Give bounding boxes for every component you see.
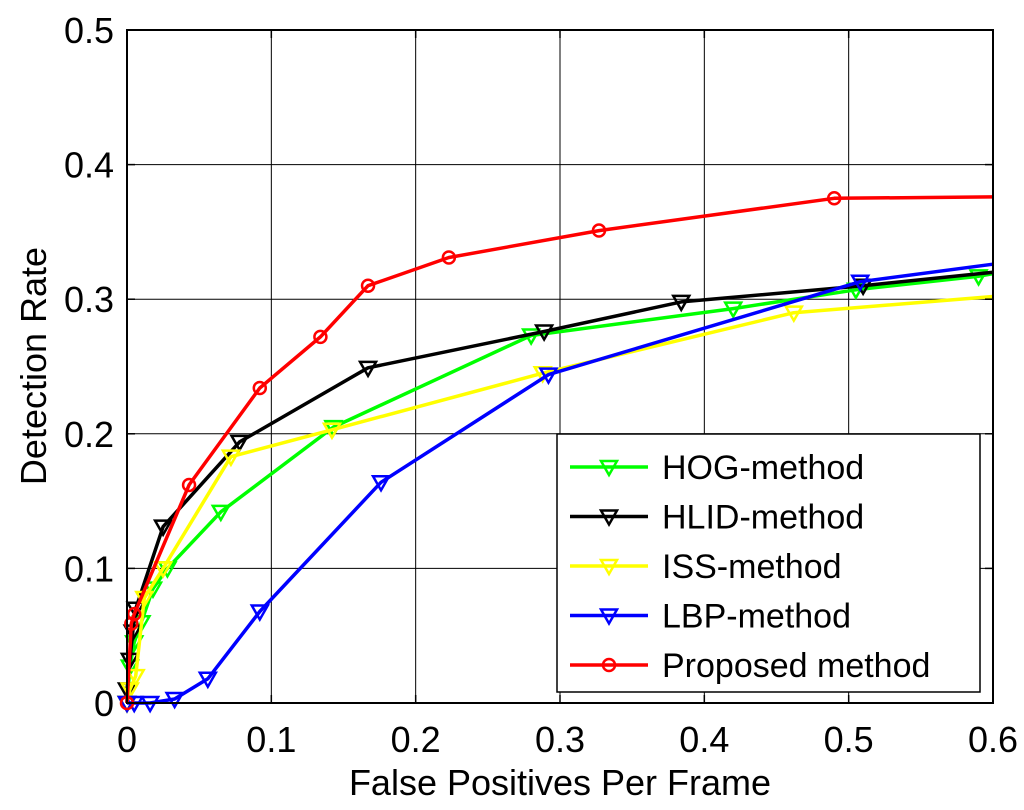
- x-tick-label: 0.4: [679, 719, 729, 760]
- data-point: [124, 616, 139, 631]
- legend-label: LBP-method: [662, 598, 851, 636]
- y-axis-label: Detection Rate: [13, 247, 54, 485]
- legend-marker: [598, 509, 620, 528]
- legend: HOG-method HLID-method ISS-method LBP-metho…: [556, 433, 981, 693]
- series-proposed-method: [119, 191, 994, 711]
- x-tick-label: 0.5: [824, 719, 874, 760]
- x-tick-label: 0.2: [391, 719, 441, 760]
- data-point: [229, 434, 250, 453]
- data-point: [321, 422, 343, 441]
- data-point: [441, 250, 457, 265]
- data-point: [119, 682, 141, 701]
- legend-label: HOG-method: [662, 449, 864, 487]
- legend-label: ISS-method: [662, 548, 842, 586]
- data-point: [671, 294, 692, 313]
- ticks: 0 0.1 0.2 0.3 0.4 0.5 0.6 0 0.1 0.2 0.3 0.4 0.5: [64, 10, 1018, 760]
- data-point: [360, 278, 376, 293]
- data-point: [164, 691, 185, 710]
- data-point: [210, 504, 231, 523]
- data-point: [152, 561, 174, 579]
- data-point: [220, 449, 242, 468]
- x-tick-label: 0.3: [535, 719, 585, 760]
- legend-entry: HOG-method: [570, 449, 864, 487]
- legend-entry: ISS-method: [570, 548, 842, 586]
- legend-marker: [598, 558, 620, 577]
- data-point: [723, 301, 744, 320]
- data-point: [181, 477, 197, 493]
- data-point: [313, 329, 328, 345]
- y-tick-label: 0: [94, 683, 114, 724]
- series-layer: [116, 191, 994, 714]
- legend-entry: Proposed method: [570, 647, 930, 685]
- series-line: [125, 271, 994, 704]
- data-point: [252, 380, 268, 396]
- data-point: [370, 475, 392, 493]
- legend-box: [556, 433, 981, 693]
- data-point: [591, 223, 607, 238]
- x-tick-label: 0: [117, 719, 137, 760]
- legend-label: HLID-method: [662, 499, 864, 537]
- y-tick-label: 0.5: [64, 10, 114, 51]
- legend-marker: [601, 657, 617, 673]
- data-point: [538, 367, 559, 386]
- legend-marker: [598, 608, 620, 627]
- data-point: [126, 606, 142, 622]
- legend-marker: [598, 459, 620, 478]
- data-point: [249, 604, 270, 622]
- x-axis-label: False Positives Per Frame: [349, 762, 771, 803]
- y-tick-label: 0.4: [64, 145, 114, 186]
- data-point: [197, 671, 218, 690]
- legend-label: Proposed method: [662, 647, 930, 685]
- y-tick-label: 0.2: [64, 414, 114, 455]
- data-point: [125, 668, 146, 687]
- x-tick-label: 0.1: [246, 719, 296, 760]
- data-point: [968, 269, 989, 287]
- legend-entry: HLID-method: [570, 499, 864, 537]
- data-point: [533, 324, 555, 343]
- y-tick-label: 0.1: [64, 548, 114, 589]
- y-tick-label: 0.3: [64, 279, 114, 320]
- data-point: [357, 360, 379, 379]
- data-point: [152, 519, 174, 538]
- data-point: [783, 305, 804, 324]
- legend-entry: LBP-method: [570, 598, 851, 636]
- x-tick-label: 0.6: [968, 719, 1018, 760]
- data-point: [826, 191, 842, 206]
- data-point: [850, 274, 871, 293]
